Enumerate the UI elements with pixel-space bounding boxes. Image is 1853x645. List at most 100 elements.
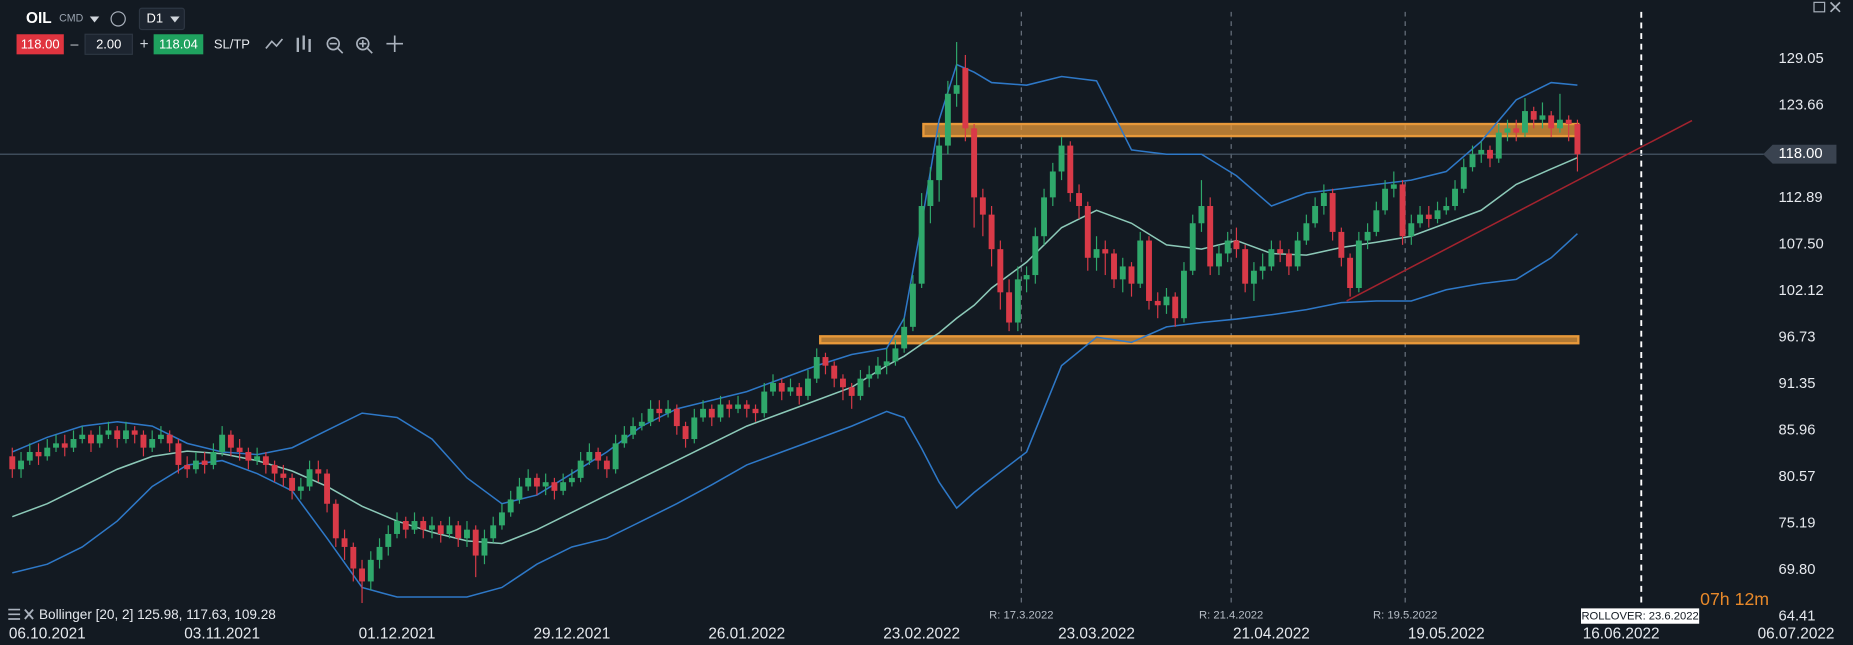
candle-body <box>1146 240 1152 301</box>
candle-body <box>516 486 523 500</box>
candle-body <box>1530 111 1537 120</box>
candle-body <box>1443 206 1450 211</box>
candle-body <box>437 525 444 534</box>
x-tick-label: 23.02.2022 <box>883 625 960 642</box>
toolbar: OIL CMD D1 118.00 – 2.00 + 118.04 SL/TP <box>16 1 1841 55</box>
candle-body <box>507 499 514 513</box>
buy-price[interactable]: 118.04 <box>159 36 198 51</box>
candle-body <box>350 546 357 569</box>
candle-body <box>481 538 488 556</box>
sltp-button[interactable]: SL/TP <box>214 36 250 51</box>
crosshair-icon[interactable] <box>386 35 403 52</box>
candle-body <box>551 482 558 491</box>
candle-body <box>411 521 418 530</box>
candle-body <box>988 214 995 250</box>
candle-body <box>1565 119 1572 125</box>
indicator-icon[interactable] <box>296 35 311 52</box>
candle-body <box>813 357 820 379</box>
candle-body <box>1084 206 1091 258</box>
line-tool-icon[interactable] <box>265 38 284 49</box>
candle-body <box>962 67 969 129</box>
price-zone <box>819 335 1580 345</box>
candle-body <box>131 430 138 435</box>
candle-body <box>9 456 16 470</box>
zoom-in-icon[interactable] <box>356 36 370 51</box>
dropdown-arrow[interactable] <box>89 16 100 23</box>
candle-body <box>166 434 173 444</box>
dropdown-arrow[interactable] <box>170 16 180 23</box>
zoom-in-icon-detail <box>359 40 373 54</box>
y-tick-label: 112.89 <box>1779 190 1823 206</box>
plus-button[interactable]: + <box>140 36 149 53</box>
candle-body <box>1041 197 1048 237</box>
sell-price[interactable]: 118.00 <box>21 36 60 51</box>
candle-body <box>280 473 287 478</box>
x-tick-label: 06.07.2022 <box>1758 625 1835 642</box>
next-rollover-box <box>1580 608 1700 624</box>
candle-body <box>1434 210 1441 219</box>
candle-body <box>464 529 470 539</box>
indicator-legend: Bollinger [20, 2] 125.98, 117.63, 109.28 <box>8 607 276 622</box>
candle-body <box>35 451 42 457</box>
volume-input[interactable] <box>84 33 133 55</box>
candle-body <box>901 326 908 349</box>
window-icon[interactable] <box>1813 1 1826 13</box>
candle-body <box>647 408 654 422</box>
candle-body <box>289 477 296 491</box>
axes: 129.05 123.66 112.89 107.50 102.12 96.73 91.35… <box>9 51 1837 642</box>
candle-body <box>1382 188 1389 211</box>
candle-body <box>770 382 776 392</box>
info-icon[interactable] <box>110 11 126 27</box>
candle-body <box>1102 249 1109 254</box>
candle-body <box>455 525 462 539</box>
candle-body <box>210 451 217 465</box>
y-tick-label: 69.80 <box>1779 562 1816 578</box>
candle-body <box>603 460 610 470</box>
candle-body <box>656 408 663 414</box>
candle-body <box>1233 240 1240 250</box>
candle-body <box>831 365 838 379</box>
y-tick-label: 102.12 <box>1779 283 1824 299</box>
candle-body <box>227 434 234 448</box>
candle-body <box>1049 171 1056 198</box>
candle-body <box>1487 149 1493 159</box>
candle-body <box>1373 210 1380 232</box>
volume[interactable]: 2.00 <box>96 36 121 51</box>
candle-body <box>1329 193 1336 232</box>
candle-body <box>341 538 348 547</box>
candle-body <box>936 145 943 181</box>
candle-body <box>1207 206 1214 267</box>
candle-body <box>752 408 759 414</box>
plot-area <box>9 42 1693 604</box>
candle-body <box>1460 167 1467 189</box>
candle-body <box>1032 236 1039 276</box>
x-tick-label: 16.06.2022 <box>1583 625 1660 642</box>
remove-icon[interactable] <box>24 608 34 620</box>
zoom-out-icon[interactable] <box>326 36 340 51</box>
symbol[interactable]: OIL <box>26 10 52 27</box>
candle-body <box>96 434 103 444</box>
buy-button[interactable] <box>153 34 204 55</box>
candle-body <box>1399 184 1406 237</box>
timeframe[interactable]: D1 <box>147 10 164 25</box>
candle-body <box>1513 128 1520 133</box>
sell-button[interactable] <box>16 34 64 55</box>
candle-body <box>1312 206 1319 224</box>
candle-body <box>315 469 322 474</box>
candle-body <box>1539 115 1546 120</box>
close-icon[interactable] <box>1829 1 1841 13</box>
candle-body <box>70 439 77 448</box>
bollinger-label: Bollinger [20, 2] 125.98, 117.63, 109.28 <box>39 607 276 622</box>
candle-body <box>420 521 427 530</box>
candle-body <box>787 387 794 392</box>
timeframe-box[interactable] <box>138 7 185 31</box>
y-tick-label: 64.41 <box>1779 609 1816 625</box>
menu-icon[interactable] <box>8 608 21 620</box>
candle-body <box>1111 253 1117 280</box>
candle-body <box>149 439 156 448</box>
candle-body <box>1250 270 1257 284</box>
candle-body <box>1408 223 1415 237</box>
minus-button[interactable]: – <box>71 37 79 53</box>
